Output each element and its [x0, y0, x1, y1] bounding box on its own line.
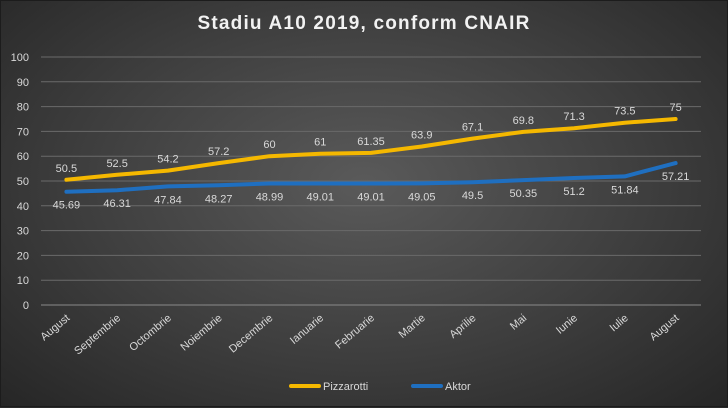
x-tick-label: Octombrie	[127, 312, 174, 354]
x-tick-label: Mai	[508, 312, 529, 333]
data-label-pizzarotti: 71.3	[563, 111, 584, 123]
data-label-pizzarotti: 61	[314, 137, 326, 149]
y-tick-label: 40	[17, 201, 29, 213]
data-label-aktor: 51.84	[611, 184, 639, 196]
data-label-aktor: 49.5	[462, 190, 483, 202]
data-label-pizzarotti: 75	[669, 102, 681, 114]
data-label-pizzarotti: 67.1	[462, 122, 483, 134]
data-label-aktor: 51.2	[563, 186, 584, 198]
data-label-aktor: 49.01	[306, 191, 334, 203]
legend-label: Aktor	[445, 381, 471, 393]
data-label-aktor: 49.05	[408, 191, 436, 203]
data-label-pizzarotti: 50.5	[56, 163, 77, 175]
data-label-pizzarotti: 61.35	[357, 136, 385, 148]
data-label-pizzarotti: 73.5	[614, 106, 635, 118]
y-tick-label: 50	[17, 176, 29, 188]
y-tick-label: 80	[17, 102, 29, 114]
y-tick-label: 100	[11, 52, 29, 64]
series-line-pizzarotti	[64, 117, 678, 182]
x-tick-label: Iunie	[554, 312, 580, 337]
y-tick-label: 60	[17, 151, 29, 163]
series-line-aktor	[64, 161, 678, 194]
x-tick-label: Iulie	[608, 312, 631, 334]
x-tick-label: Aprilie	[447, 312, 478, 341]
data-label-aktor: 48.99	[256, 192, 284, 204]
y-tick-label: 20	[17, 250, 29, 262]
y-tick-label: 10	[17, 275, 29, 287]
x-tick-label: Februarie	[333, 312, 377, 351]
data-label-pizzarotti: 52.5	[106, 158, 127, 170]
data-label-aktor: 45.69	[53, 200, 81, 212]
x-tick-label: Noiembrie	[178, 312, 224, 353]
x-tick-label: Decembrie	[227, 312, 275, 355]
data-label-pizzarotti: 54.2	[157, 154, 178, 166]
data-label-aktor: 50.35	[510, 188, 538, 200]
y-tick-label: 0	[23, 300, 29, 312]
x-tick-label: Ianuarie	[288, 312, 326, 347]
data-label-pizzarotti: 63.9	[411, 130, 432, 142]
data-label-aktor: 47.84	[154, 194, 182, 206]
x-tick-label: August	[38, 312, 72, 343]
y-tick-label: 30	[17, 226, 29, 238]
data-label-pizzarotti: 69.8	[513, 115, 534, 127]
chart-title: Stadiu A10 2019, conform CNAIR	[197, 13, 531, 34]
y-tick-label: 70	[17, 126, 29, 138]
data-label-aktor: 48.27	[205, 193, 233, 205]
data-label-aktor: 57.21	[662, 171, 690, 183]
x-tick-label: August	[648, 312, 682, 343]
data-label-pizzarotti: 57.2	[208, 146, 229, 158]
x-tick-label: Martie	[397, 312, 428, 341]
y-tick-label: 90	[17, 77, 29, 89]
x-tick-label: Septembrie	[72, 312, 123, 357]
data-label-aktor: 46.31	[103, 198, 131, 210]
data-label-pizzarotti: 60	[263, 139, 275, 151]
legend-label: Pizzarotti	[323, 381, 368, 393]
data-label-aktor: 49.01	[357, 191, 385, 203]
